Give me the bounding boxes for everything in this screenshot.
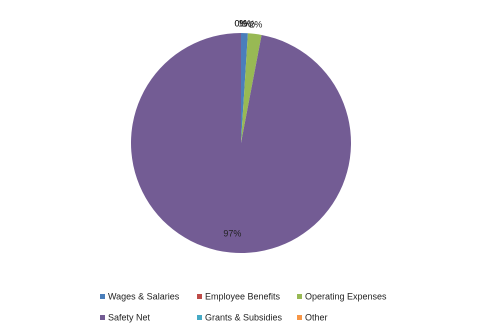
- legend-swatch: [197, 294, 202, 299]
- legend-swatch: [297, 315, 302, 320]
- legend-label: Employee Benefits: [205, 291, 281, 301]
- data-label: 0%: [234, 19, 247, 29]
- data-label: 1%: [238, 19, 251, 29]
- legend-swatch: [197, 315, 202, 320]
- legend-swatch: [100, 294, 105, 299]
- data-label: 2%: [249, 20, 262, 30]
- legend-label: Other: [305, 312, 328, 322]
- legend-label: Wages & Salaries: [108, 291, 180, 301]
- legend-label: Grants & Subsidies: [205, 312, 283, 322]
- data-label: 0%: [234, 19, 247, 29]
- legend-label: Safety Net: [108, 312, 151, 322]
- legend-swatch: [297, 294, 302, 299]
- pie-slice: [241, 33, 248, 143]
- data-label: 0%: [242, 19, 255, 29]
- pie-slice: [130, 33, 351, 253]
- pie-slice: [241, 33, 262, 144]
- legend-label: Operating Expenses: [305, 291, 387, 301]
- data-label: 97%: [223, 228, 241, 238]
- legend-swatch: [100, 315, 105, 320]
